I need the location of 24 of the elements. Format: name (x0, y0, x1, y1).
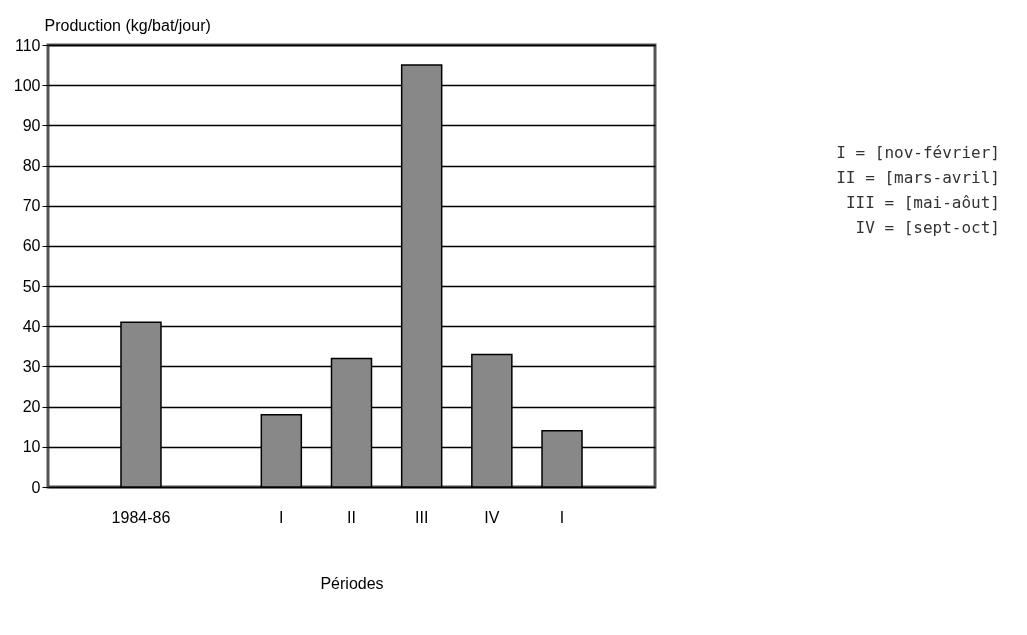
x-tick-label: 1984-86 (111, 508, 171, 526)
text: IV = [sept-oct] (854, 217, 1000, 239)
x-tick-label: IV (484, 508, 500, 526)
y-tick-label: 0 (31, 478, 41, 496)
x-tick-label: II (347, 508, 356, 526)
y-tick-label: 90 (22, 116, 41, 134)
y-tick-label: 30 (22, 357, 41, 375)
text: II = [mars-avril] (835, 167, 1000, 189)
x-tick-label: I (559, 508, 565, 526)
y-tick-label: 70 (22, 197, 41, 215)
x-tick-label: III (415, 508, 429, 526)
text: I = [nov-février] (835, 142, 1000, 164)
y-tick-label: 40 (22, 317, 41, 335)
y-axis-title: Production (kg/bat/jour) (44, 16, 211, 34)
y-tick-label: 10 (22, 438, 41, 456)
y-tick-label: 20 (22, 398, 41, 416)
y-tick-label: 80 (22, 157, 41, 175)
text: III = [mai-aôut] (844, 192, 1000, 214)
x-axis-title: Périodes (320, 574, 384, 592)
y-tick-label: 100 (13, 76, 41, 94)
x-tick-label: I (279, 508, 284, 526)
y-tick-label: 60 (22, 237, 41, 255)
y-tick-label: 50 (22, 277, 41, 295)
y-tick-label: 110 (14, 36, 41, 54)
